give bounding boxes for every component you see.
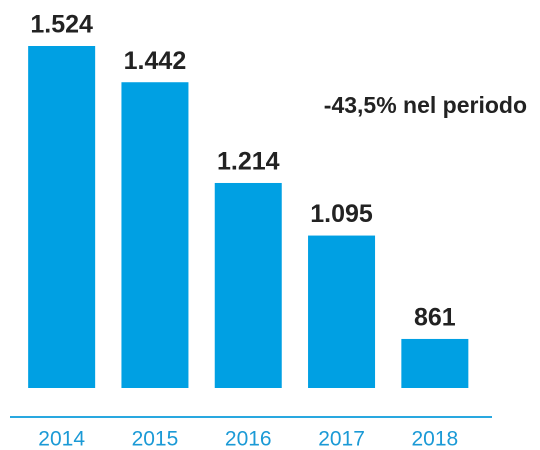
- bar: [121, 82, 189, 389]
- bar: [28, 46, 96, 388]
- bar: [308, 235, 376, 388]
- x-tick-label: 2018: [411, 428, 458, 450]
- value-label: 1.524: [30, 11, 93, 39]
- value-label: 1.095: [310, 200, 373, 228]
- bar: [214, 182, 282, 388]
- x-tick-label: 2014: [38, 428, 85, 450]
- bar: [401, 338, 469, 388]
- annotation: -43,5% nel periodo: [324, 92, 527, 118]
- value-label: 1.214: [217, 148, 280, 176]
- x-tick-label: 2015: [132, 428, 179, 450]
- value-label: 1.442: [124, 47, 187, 75]
- value-label: 861: [414, 304, 456, 332]
- x-tick-label: 2016: [225, 428, 272, 450]
- x-tick-label: 2017: [318, 428, 365, 450]
